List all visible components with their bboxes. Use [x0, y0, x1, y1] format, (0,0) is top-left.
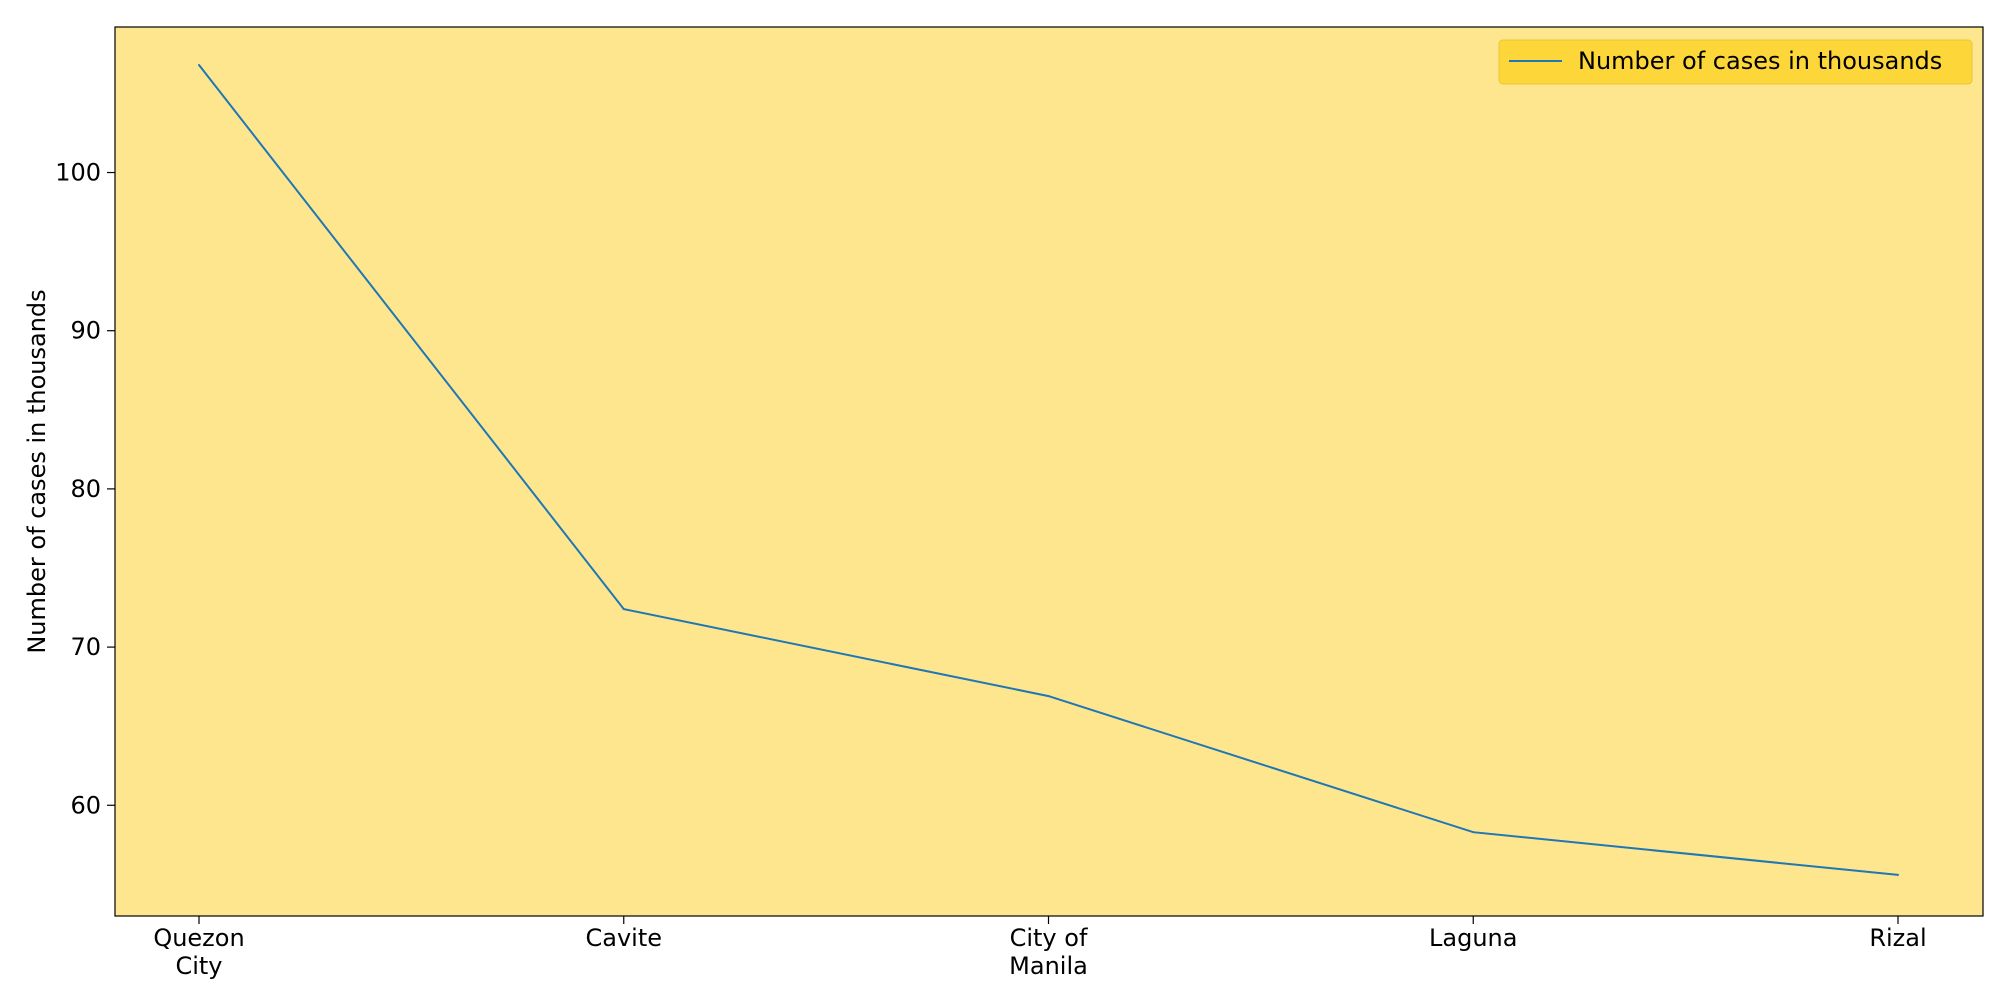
y-tick-label: 90	[70, 317, 101, 345]
x-tick-label: Rizal	[1869, 924, 1926, 952]
data-point	[1897, 873, 1899, 876]
legend-label: Number of cases in thousands	[1578, 47, 1942, 75]
x-tick-label: City of Manila	[1009, 924, 1088, 980]
data-point	[622, 608, 625, 611]
legend: Number of cases in thousands	[1498, 39, 1973, 85]
y-tick-label: 60	[70, 791, 101, 819]
x-tick-label: Laguna	[1429, 924, 1517, 952]
plot-frame	[114, 26, 1984, 917]
series-group	[198, 63, 1899, 876]
y-tick-label: 70	[70, 633, 101, 661]
x-tick-label: Cavite	[585, 924, 662, 952]
y-tick-label: 80	[70, 475, 101, 503]
x-tick-label: Quezon City	[153, 924, 244, 980]
y-tick-label: 100	[55, 159, 101, 187]
x-axis: Quezon City Cavite City of Manila Laguna Rizal	[153, 916, 1927, 980]
data-point	[1472, 831, 1475, 834]
plot-area	[115, 27, 1983, 916]
data-point	[198, 63, 200, 66]
y-axis: 60 70 80 90 100	[55, 159, 115, 819]
legend-box	[1498, 39, 1973, 85]
data-point	[1047, 695, 1050, 698]
y-axis-title: Number of cases in thousands	[23, 289, 51, 653]
